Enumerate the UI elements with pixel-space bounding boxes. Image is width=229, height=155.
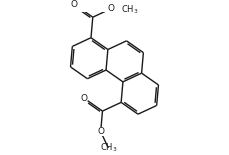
Text: O: O <box>71 0 78 9</box>
Text: CH$_3$: CH$_3$ <box>100 142 117 154</box>
Text: CH$_3$: CH$_3$ <box>121 4 138 16</box>
Text: O: O <box>97 127 104 136</box>
Text: O: O <box>108 4 115 13</box>
Text: O: O <box>81 94 87 103</box>
